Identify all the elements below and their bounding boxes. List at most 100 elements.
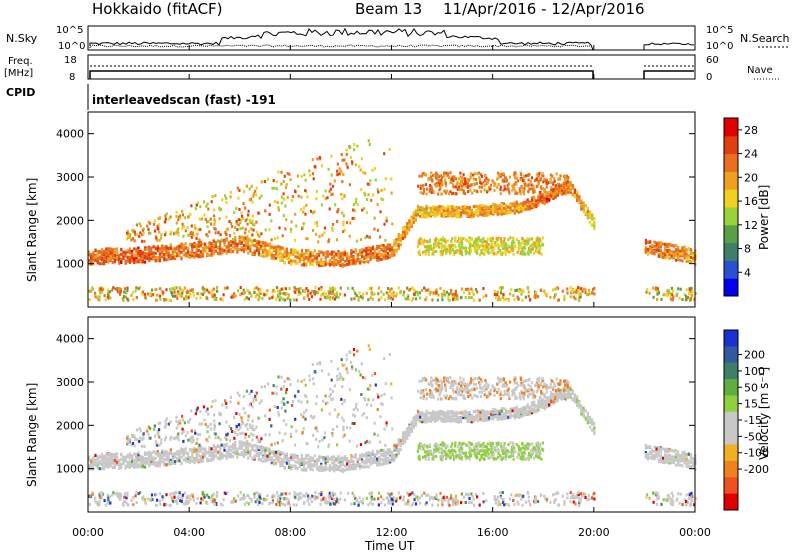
velocity-cell [201,447,205,451]
velocity-cell [257,456,260,460]
power-cell [270,245,273,249]
power-cell [253,251,256,255]
power-cell [418,249,421,253]
power-cell [128,251,131,255]
power-cell [576,198,579,202]
power-cell [268,242,271,246]
power-cell [376,253,379,257]
power-cell [430,175,433,179]
velocity-cell [148,457,151,461]
power-cell [281,246,284,250]
power-cell [249,237,252,241]
velocity-cell [330,457,334,461]
velocity-cell [156,464,159,468]
velocity-cell [191,455,194,459]
power-cell [359,168,362,172]
power-cell [417,184,420,188]
power-cell [644,246,647,249]
power-cell [517,297,520,301]
velocity-cell [180,455,183,459]
power-cell [666,251,669,255]
power-cell [345,148,348,152]
power-cell [429,212,432,216]
power-cell [649,240,652,244]
power-cell [518,245,521,249]
power-cell [150,249,153,253]
power-cell [478,176,481,180]
power-cell [453,295,456,299]
velocity-cell [100,452,104,456]
power-cell [368,287,371,291]
power-cell [290,220,293,224]
power-cell [328,262,331,266]
power-cell [242,238,245,242]
power-cell [454,289,457,293]
power-cell [191,232,194,236]
power-cell [591,217,594,221]
power-cell [504,242,507,246]
power-cell [241,226,244,230]
velocity-cell [184,447,187,451]
power-cell [249,244,252,248]
power-cell [470,210,473,214]
velocity-cell [232,450,235,454]
velocity-cell [122,455,125,459]
velocity-cell [128,460,131,464]
velocity-cell [143,451,147,455]
power-cell [361,171,365,174]
power-cell [538,245,541,249]
power-cell [462,173,465,177]
power-cell [345,162,348,166]
power-cell [389,245,392,248]
power-cell [223,243,226,247]
power-cell [178,214,181,218]
power-cell [268,203,271,207]
power-cell [395,244,398,248]
power-cell [326,196,329,200]
velocity-cell [176,459,179,463]
power-cell [493,290,496,294]
velocity-cell [135,452,138,456]
velocity-cell [236,455,239,459]
power-cell [404,297,407,301]
power-cell [287,252,291,255]
power-cell [113,260,116,264]
power-cell [243,297,246,301]
power-cell [481,244,484,248]
power-cell [444,248,448,252]
power-cell [103,250,106,254]
power-cell [580,207,583,211]
velocity-cell [300,456,303,460]
power-cell [491,179,494,183]
velocity-cell [178,452,181,456]
power-cell [146,224,149,228]
power-cell [494,203,497,207]
velocity-cell [264,448,267,452]
power-cell [313,249,316,253]
velocity-cell [320,455,323,459]
power-cell [334,297,337,301]
power-cell [177,233,180,237]
power-cell [283,298,287,302]
freq-tick-bottom: 8 [69,72,75,83]
power-cell [429,290,432,294]
power-cell [277,245,280,248]
power-cell [529,244,532,248]
power-cell [257,246,260,250]
velocity-cell [275,461,278,465]
velocity-cell [94,454,97,458]
power-cell [581,289,584,293]
power-cell [107,293,110,297]
power-cell [305,237,308,241]
velocity-cell [227,449,230,453]
power-cell [500,239,503,243]
power-cell [422,192,425,195]
power-cell [473,182,476,186]
power-cell [255,242,258,245]
velocity-cell [174,455,177,459]
power-cell [333,264,336,268]
power-cell [429,211,432,214]
power-cell [444,239,447,243]
power-cell [462,182,465,186]
power-cell [550,188,553,192]
